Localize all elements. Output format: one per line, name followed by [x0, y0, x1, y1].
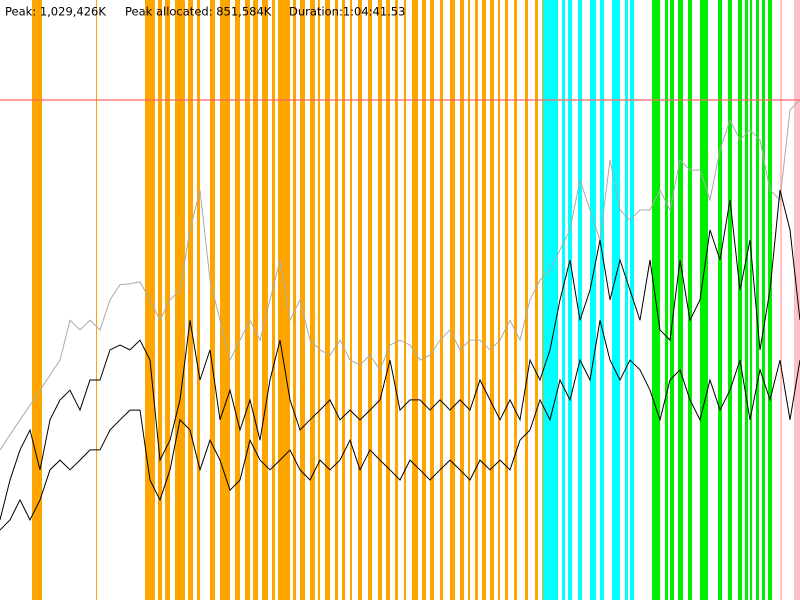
event-stripe	[745, 0, 748, 600]
event-stripe	[670, 0, 674, 600]
event-stripe	[543, 0, 558, 600]
event-stripe	[590, 0, 596, 600]
event-stripe	[498, 0, 500, 600]
event-stripes	[32, 0, 800, 600]
event-stripe	[568, 0, 572, 600]
event-stripe	[300, 0, 305, 600]
event-stripe	[318, 0, 320, 600]
event-stripe	[175, 0, 185, 600]
event-stripe	[165, 0, 170, 600]
memory-lines	[0, 99, 800, 531]
event-stripe	[688, 0, 692, 600]
event-stripe	[310, 0, 315, 600]
event-stripe	[750, 0, 752, 600]
event-stripe	[412, 0, 418, 600]
event-stripe	[625, 0, 628, 600]
event-stripe	[32, 0, 42, 600]
event-stripe	[718, 0, 722, 600]
event-stripe	[210, 0, 215, 600]
event-stripe	[386, 0, 390, 600]
event-stripe	[780, 0, 782, 600]
event-stripe	[158, 0, 162, 600]
duration-text: Duration:1:04:41.53	[289, 5, 405, 19]
event-stripe	[612, 0, 620, 600]
event-stripe	[756, 0, 759, 600]
event-stripe	[350, 0, 352, 600]
event-stripe	[188, 0, 193, 600]
event-stripe	[562, 0, 565, 600]
event-stripe	[700, 0, 708, 600]
event-stripe	[235, 0, 240, 600]
memory-line	[0, 320, 800, 531]
event-stripe	[253, 0, 258, 600]
event-stripe	[600, 0, 604, 600]
event-stripe	[535, 0, 538, 600]
event-stripe	[505, 0, 508, 600]
event-stripe	[525, 0, 528, 600]
event-stripe	[96, 0, 97, 600]
event-stripe	[197, 0, 200, 600]
peak-text: Peak: 1,029,426K	[5, 5, 106, 19]
event-stripe	[335, 0, 338, 600]
event-stripe	[514, 0, 517, 600]
event-stripe	[395, 0, 398, 600]
event-stripe	[262, 0, 268, 600]
event-stripe	[450, 0, 455, 600]
event-stripe	[665, 0, 668, 600]
event-stripe	[678, 0, 683, 600]
event-stripe	[490, 0, 494, 600]
event-stripe	[630, 0, 634, 600]
peak-allocated-text: Peak allocated: 851,584K	[125, 5, 272, 19]
event-stripe	[768, 0, 772, 600]
event-stripe	[440, 0, 443, 600]
memory-line	[0, 189, 800, 520]
event-stripe	[468, 0, 470, 600]
event-stripe	[762, 0, 765, 600]
event-stripe	[475, 0, 478, 600]
event-stripe	[325, 0, 330, 600]
event-stripe	[278, 0, 290, 600]
event-stripe	[422, 0, 426, 600]
event-stripe	[460, 0, 464, 600]
event-stripe	[482, 0, 486, 600]
event-stripe	[245, 0, 250, 600]
event-stripe	[404, 0, 406, 600]
event-stripe	[368, 0, 372, 600]
event-stripe	[794, 0, 800, 600]
event-stripe	[293, 0, 296, 600]
header: Peak: 1,029,426K Peak allocated: 851,584…	[5, 5, 405, 19]
event-stripe	[430, 0, 434, 600]
event-stripe	[272, 0, 275, 600]
event-stripe	[358, 0, 362, 600]
event-stripe	[728, 0, 732, 600]
event-stripe	[738, 0, 742, 600]
event-stripe	[578, 0, 582, 600]
memory-line	[0, 99, 800, 451]
event-stripe	[342, 0, 345, 600]
event-stripe	[378, 0, 382, 600]
event-stripe	[220, 0, 230, 600]
